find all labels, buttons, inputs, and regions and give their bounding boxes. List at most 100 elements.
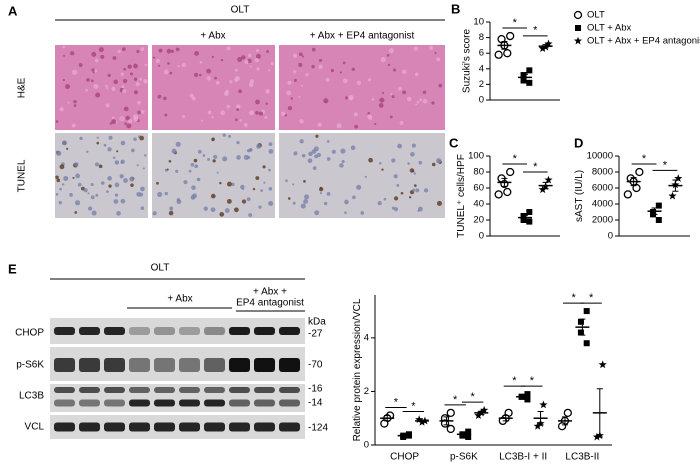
- texture: [224, 208, 230, 213]
- texture: [109, 122, 113, 125]
- texture: [86, 150, 89, 153]
- point: [506, 31, 515, 41]
- y-tick-label: 2: [364, 386, 369, 397]
- blot-label: LC3B: [19, 391, 44, 402]
- texture: [211, 137, 215, 142]
- texture: [210, 207, 216, 213]
- texture: [311, 64, 315, 69]
- significance-label: *: [513, 17, 518, 29]
- texture: [112, 156, 116, 159]
- texture: [268, 200, 274, 206]
- texture: [241, 55, 246, 60]
- size-marker: -16: [308, 384, 323, 395]
- point: [583, 308, 590, 315]
- texture: [318, 64, 323, 70]
- texture: [111, 119, 117, 125]
- texture: [56, 150, 62, 156]
- texture: [63, 175, 69, 181]
- blot-band: [204, 422, 225, 432]
- texture: [436, 57, 441, 62]
- texture: [292, 201, 296, 205]
- texture: [268, 187, 273, 191]
- texture: [260, 189, 263, 192]
- texture: [319, 58, 323, 62]
- texture: [90, 182, 94, 187]
- texture: [222, 156, 228, 162]
- texture: [125, 115, 131, 121]
- texture: [133, 77, 138, 81]
- blot-band: [129, 387, 150, 393]
- texture: [211, 55, 214, 59]
- texture: [136, 191, 141, 197]
- texture: [143, 78, 148, 84]
- panel-label: A: [8, 3, 18, 18]
- point: [524, 396, 531, 403]
- texture: [194, 164, 199, 169]
- texture: [423, 188, 429, 193]
- texture: [412, 188, 416, 192]
- texture: [292, 53, 298, 58]
- texture: [157, 94, 162, 99]
- texture: [388, 48, 395, 54]
- texture: [126, 123, 132, 129]
- y-tick-label: 8: [479, 32, 484, 43]
- texture: [168, 210, 174, 216]
- point: [520, 213, 527, 219]
- blot-band: [129, 327, 150, 335]
- texture: [308, 151, 313, 157]
- point: [480, 405, 489, 414]
- texture: [77, 182, 82, 187]
- legend-marker: [575, 25, 581, 31]
- error-bar: [596, 388, 603, 438]
- row-label: TUNEL: [17, 159, 28, 192]
- texture: [331, 149, 336, 154]
- texture: [243, 122, 248, 127]
- texture: [351, 67, 355, 71]
- y-tick-label: 2: [479, 79, 484, 90]
- micrograph: [55, 133, 148, 218]
- texture: [314, 154, 318, 159]
- group-title: OLT: [151, 263, 170, 274]
- texture: [136, 164, 139, 167]
- texture: [386, 53, 390, 57]
- texture: [255, 49, 259, 53]
- error-bar: [478, 410, 485, 415]
- point: [494, 190, 503, 199]
- point: [539, 400, 548, 409]
- texture: [364, 175, 367, 178]
- texture: [56, 178, 61, 183]
- texture: [144, 63, 147, 67]
- blot-band: [54, 358, 75, 372]
- blot-band: [254, 399, 275, 407]
- blot-band: [204, 387, 225, 393]
- texture: [234, 207, 239, 213]
- texture: [311, 47, 316, 52]
- panel-label: E: [8, 261, 17, 276]
- point: [598, 360, 607, 369]
- point: [526, 209, 533, 215]
- error-bar: [537, 411, 544, 426]
- texture: [270, 61, 274, 66]
- texture: [168, 159, 172, 163]
- texture: [219, 181, 222, 185]
- texture: [200, 119, 203, 122]
- texture: [299, 119, 304, 124]
- texture: [169, 206, 174, 211]
- texture: [396, 183, 400, 187]
- legend-label: OLT + Abx + EP4 antagonist: [587, 36, 700, 47]
- error-bar: [651, 207, 658, 215]
- texture: [222, 133, 226, 137]
- significance-label: *: [411, 400, 416, 412]
- y-tick-label: 2000: [592, 215, 613, 226]
- point: [465, 433, 472, 440]
- texture: [418, 206, 423, 212]
- texture: [247, 53, 252, 58]
- texture: [413, 46, 419, 51]
- texture: [390, 92, 393, 96]
- y-tick-label: 20: [473, 215, 484, 226]
- texture: [190, 195, 196, 200]
- texture: [415, 188, 420, 193]
- texture: [326, 157, 331, 161]
- blot-band: [104, 358, 125, 372]
- texture: [407, 162, 410, 165]
